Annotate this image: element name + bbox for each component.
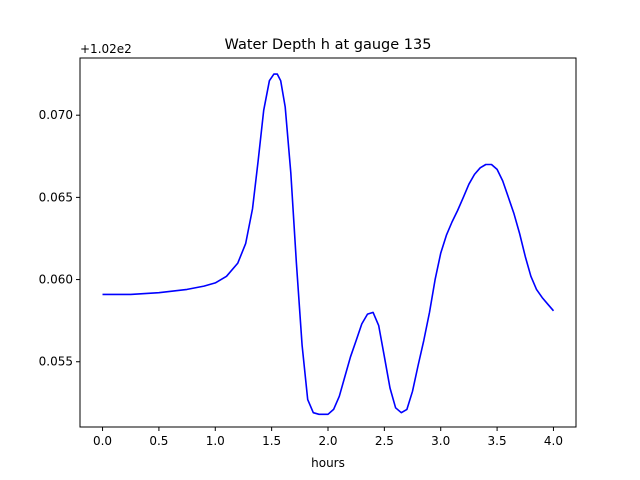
x-axis-label: hours xyxy=(311,456,345,470)
x-tick-label: 0.0 xyxy=(93,434,112,448)
x-tick-label: 0.5 xyxy=(149,434,168,448)
y-tick-label: 0.070 xyxy=(39,108,73,122)
x-tick-label: 1.0 xyxy=(206,434,225,448)
x-tick-label: 1.5 xyxy=(262,434,281,448)
y-tick-label: 0.055 xyxy=(39,355,73,369)
y-offset-label: +1.02e2 xyxy=(80,42,132,56)
x-tick-label: 2.0 xyxy=(318,434,337,448)
x-tick-label: 3.5 xyxy=(488,434,507,448)
chart-title: Water Depth h at gauge 135 xyxy=(225,37,432,53)
x-tick-label: 3.0 xyxy=(431,434,450,448)
series-line-0 xyxy=(102,73,555,416)
plot-area: 0.0 0.5 1.0 1.5 2.0 2.5 3.0 3.5 4.0 0.055 0.060 0.0… xyxy=(39,57,577,448)
x-tick-label: 4.0 xyxy=(544,434,563,448)
y-tick-label: 0.065 xyxy=(39,190,73,204)
y-tick-label: 0.060 xyxy=(39,273,73,287)
x-tick-label: 2.5 xyxy=(375,434,394,448)
